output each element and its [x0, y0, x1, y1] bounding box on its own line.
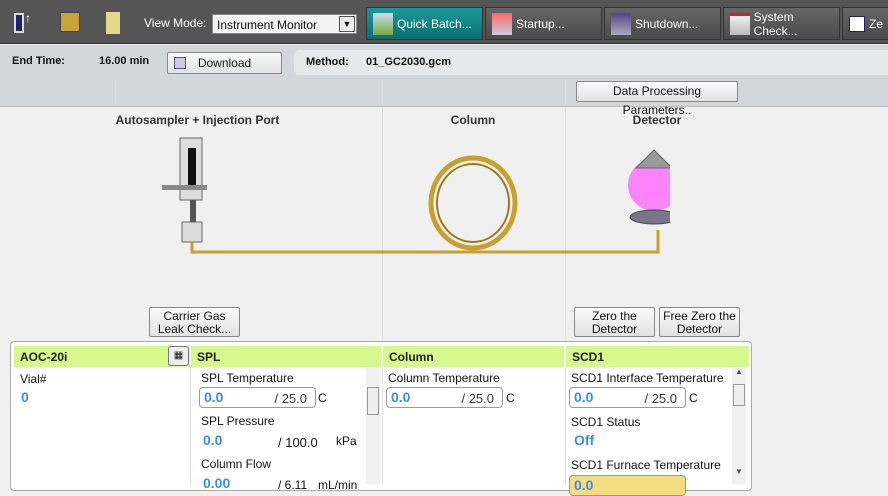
spl-header: SPL: [191, 346, 381, 367]
spl-temp-field[interactable]: 0.0 / 25.0: [199, 387, 316, 408]
method-bar: End Time: 16.00 min Download Method: 01_…: [0, 45, 888, 77]
method-label: Method:: [306, 56, 349, 68]
scroll-thumb[interactable]: [367, 387, 379, 415]
button-label: Shutdown...: [635, 16, 699, 31]
grid-icon[interactable]: ▦: [168, 346, 189, 366]
column-flow-label: Column Flow: [201, 457, 272, 471]
view-mode-label: View Mode:: [144, 16, 207, 30]
divider: [382, 367, 383, 484]
unit: kPa: [336, 434, 357, 448]
chevron-down-icon[interactable]: ▼: [339, 16, 355, 32]
setpoint: / 6.11: [278, 478, 308, 492]
end-time-value: 16.00 min: [99, 55, 150, 67]
arrow-up-icon: ↑: [25, 11, 31, 25]
autosampler-title: Autosampler + Injection Port: [115, 113, 280, 127]
download-icon: [174, 57, 186, 69]
detector-icon[interactable]: [628, 149, 670, 225]
quick-batch-icon: [373, 12, 393, 35]
button-label: Startup...: [516, 16, 565, 31]
spl-pressure-label: SPL Pressure: [201, 414, 275, 428]
gas-line: [190, 230, 660, 254]
panel-toggle-icon[interactable]: [14, 13, 24, 33]
download-button[interactable]: Download: [167, 52, 282, 74]
autosampler-icon[interactable]: [162, 137, 207, 243]
system-check-button[interactable]: System Check...: [723, 7, 840, 40]
spl-temp-label: SPL Temperature: [201, 371, 294, 385]
aoc-header: AOC-20i: [14, 346, 190, 367]
divider: [115, 79, 116, 105]
detector-title: Detector: [632, 113, 682, 127]
value: 0.0: [574, 477, 594, 493]
unit: C: [506, 391, 515, 405]
button-label: Ze: [869, 16, 884, 31]
shutdown-icon: [611, 12, 631, 35]
scroll-up-icon[interactable]: ▲: [735, 367, 743, 376]
scd-status-label: SCD1 Status: [571, 415, 641, 429]
view-mode-value: Instrument Monitor: [217, 18, 318, 32]
unit: C: [689, 391, 698, 405]
instrument-diagram: [162, 137, 670, 254]
scd-furnace-temp-label: SCD1 Furnace Temperature: [571, 458, 721, 472]
method-panel: Method: 01_GC2030.gcm: [294, 50, 888, 75]
setpoint: / 100.0: [278, 435, 318, 450]
diagram-header-bar: Data Processing Parameters..: [0, 77, 888, 117]
setpoint: / 25.0: [274, 391, 307, 406]
download-label: Download: [197, 56, 252, 70]
scd-scrollbar[interactable]: ▲ ▼: [732, 367, 746, 484]
unit: mL/min: [318, 478, 358, 492]
carrier-gas-leak-check-button[interactable]: Carrier Gas Leak Check...: [149, 307, 240, 337]
column-coil-icon[interactable]: [428, 155, 518, 251]
method-value: 01_GC2030.gcm: [366, 56, 451, 68]
zero-button[interactable]: Ze: [842, 7, 888, 40]
scd-title: SCD1: [572, 350, 605, 364]
sort-list-icon[interactable]: [105, 11, 121, 35]
divider: [382, 108, 383, 342]
startup-button[interactable]: Startup...: [485, 7, 602, 40]
shutdown-button[interactable]: Shutdown...: [604, 7, 721, 40]
aoc-title: AOC-20i: [20, 350, 68, 364]
vial-value: 0: [21, 389, 29, 405]
data-processing-parameters-button[interactable]: Data Processing Parameters..: [576, 81, 738, 117]
scroll-thumb[interactable]: [733, 384, 745, 406]
divider: [565, 367, 566, 484]
settings-gear-icon[interactable]: [60, 12, 80, 32]
value: 0.0: [204, 389, 224, 405]
zero-icon: [849, 15, 865, 32]
column-flow-value: 0.00: [203, 475, 231, 491]
quick-batch-button[interactable]: Quick Batch...: [366, 7, 483, 40]
value: 0.0: [391, 389, 411, 405]
spl-pressure-value: 0.0: [203, 432, 223, 448]
divider: [565, 108, 566, 342]
scd-furnace-temp-field[interactable]: 0.0: [569, 475, 686, 496]
setpoint: / 25.0: [644, 391, 677, 406]
scd-status-value: Off: [574, 432, 595, 448]
divider: [565, 79, 566, 105]
button-label: Quick Batch...: [397, 16, 472, 31]
spl-scrollbar[interactable]: [366, 367, 380, 484]
startup-icon: [492, 12, 512, 35]
system-check-icon: [730, 12, 750, 35]
setpoint: / 25.0: [461, 391, 494, 406]
spl-title: SPL: [197, 350, 221, 364]
free-zero-detector-button[interactable]: Free Zero the Detector: [659, 307, 740, 337]
divider: [382, 79, 383, 105]
scroll-down-icon[interactable]: ▼: [735, 467, 743, 476]
view-mode-select[interactable]: Instrument Monitor ▼: [212, 14, 357, 34]
toolbar: ↑ View Mode: Instrument Monitor ▼ Quick …: [0, 0, 888, 44]
value: 0.0: [574, 389, 594, 405]
column-panel-title: Column: [389, 350, 434, 364]
scd-header: SCD1: [566, 346, 749, 367]
column-temp-field[interactable]: 0.0 / 25.0: [386, 387, 503, 408]
column-title: Column: [450, 113, 496, 127]
end-time-label: End Time:: [12, 55, 65, 67]
column-header: Column: [383, 346, 564, 367]
divider: [190, 367, 191, 484]
scd-interface-temp-label: SCD1 Interface Temperature: [571, 371, 724, 385]
zero-detector-button[interactable]: Zero the Detector: [574, 307, 655, 337]
unit: C: [318, 391, 327, 405]
button-label: System Check...: [753, 9, 798, 38]
vial-label: Vial#: [20, 372, 47, 386]
scd-interface-temp-field[interactable]: 0.0 / 25.0: [569, 387, 686, 408]
column-temp-label: Column Temperature: [388, 371, 500, 385]
